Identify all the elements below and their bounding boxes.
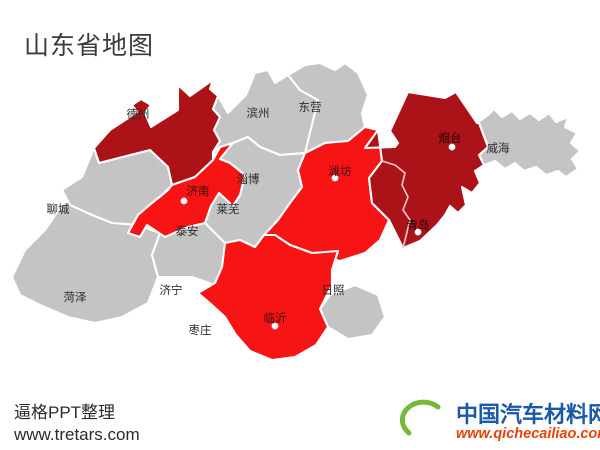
svg-text:济宁: 济宁 — [160, 283, 183, 297]
svg-text:烟台: 烟台 — [439, 131, 462, 145]
svg-text:临沂: 临沂 — [264, 311, 287, 325]
svg-text:滨州: 滨州 — [247, 106, 270, 120]
svg-text:日照: 日照 — [322, 284, 345, 297]
svg-text:中国汽车材料网: 中国汽车材料网 — [456, 402, 600, 427]
svg-text:泰安: 泰安 — [176, 224, 199, 238]
svg-text:潍坊: 潍坊 — [329, 164, 352, 178]
svg-text:东营: 东营 — [299, 100, 322, 114]
svg-text:www.qichecailiao.com: www.qichecailiao.com — [456, 426, 600, 442]
svg-text:淄博: 淄博 — [237, 173, 260, 186]
svg-text:济南: 济南 — [187, 184, 210, 198]
svg-text:莱芜: 莱芜 — [217, 202, 240, 216]
svg-text:威海: 威海 — [487, 141, 510, 155]
svg-text:青岛: 青岛 — [407, 218, 430, 232]
svg-text:德州: 德州 — [127, 107, 150, 121]
svg-text:枣庄: 枣庄 — [189, 323, 212, 337]
svg-text:聊城: 聊城 — [47, 202, 70, 216]
svg-text:菏泽: 菏泽 — [64, 291, 87, 304]
